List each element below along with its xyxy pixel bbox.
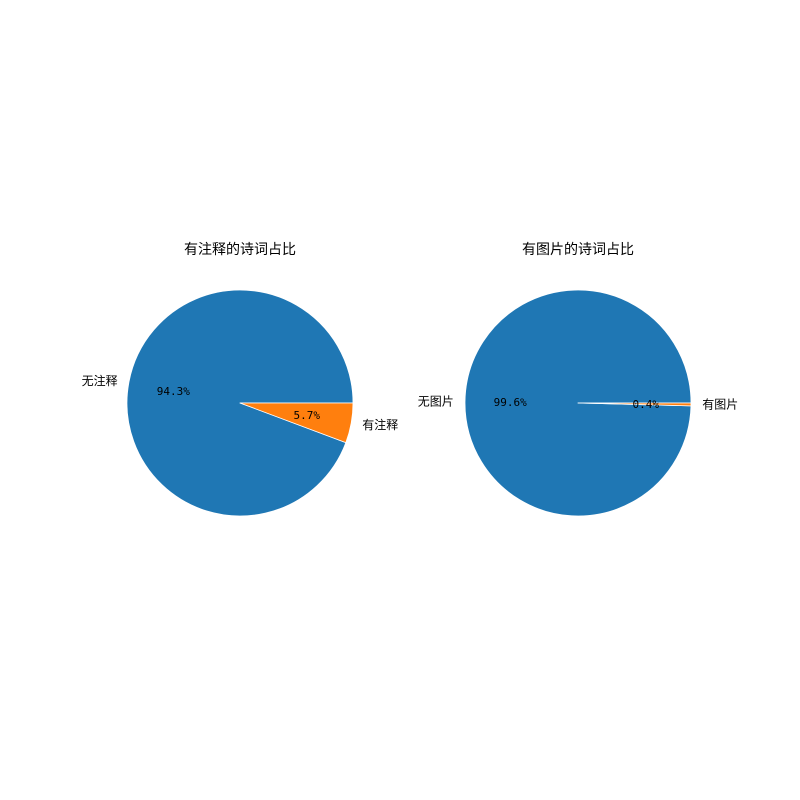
slice-category-label: 有图片: [702, 398, 738, 412]
pie-chart-annotation: 有注释的诗词占比 无注释 94.3% 有注释 5.7%: [82, 242, 399, 517]
pie-slice: [577, 402, 692, 407]
chart-title: 有注释的诗词占比: [184, 242, 296, 258]
slice-percent-label: 94.3%: [157, 385, 190, 398]
pie-slices: [126, 289, 354, 517]
chart-title: 有图片的诗词占比: [522, 242, 634, 258]
pie-slice: [239, 402, 354, 444]
slice-percent-label: 0.4%: [633, 398, 660, 411]
pie-chart-image: 有图片的诗词占比 无图片 99.6% 有图片 0.4%: [418, 242, 739, 517]
slice-percent-label: 5.7%: [293, 409, 320, 422]
pie-labels: 无注释 94.3% 有注释 5.7%: [82, 373, 399, 432]
slice-category-label: 无注释: [82, 373, 118, 388]
pie-labels: 无图片 99.6% 有图片 0.4%: [418, 394, 739, 411]
slice-category-label: 无图片: [418, 394, 454, 408]
slice-category-label: 有注释: [362, 417, 398, 432]
slice-percent-label: 99.6%: [494, 396, 527, 409]
pie-slices: [464, 289, 692, 517]
